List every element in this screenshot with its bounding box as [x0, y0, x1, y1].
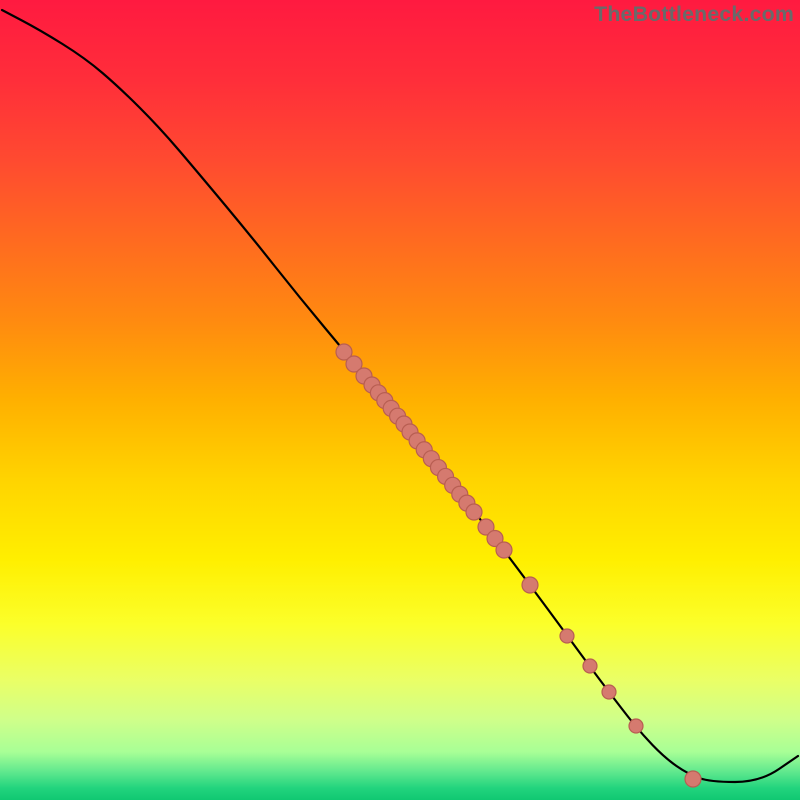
data-markers — [336, 344, 701, 787]
data-point — [629, 719, 643, 733]
watermark-text: TheBottleneck.com — [594, 2, 794, 27]
data-point — [560, 629, 574, 643]
data-point — [522, 577, 538, 593]
data-point — [583, 659, 597, 673]
data-point — [685, 771, 701, 787]
bottleneck-curve — [2, 10, 798, 782]
data-point — [602, 685, 616, 699]
chart-overlay — [0, 0, 800, 800]
chart-canvas: TheBottleneck.com — [0, 0, 800, 800]
data-point — [466, 504, 482, 520]
data-point — [496, 542, 512, 558]
